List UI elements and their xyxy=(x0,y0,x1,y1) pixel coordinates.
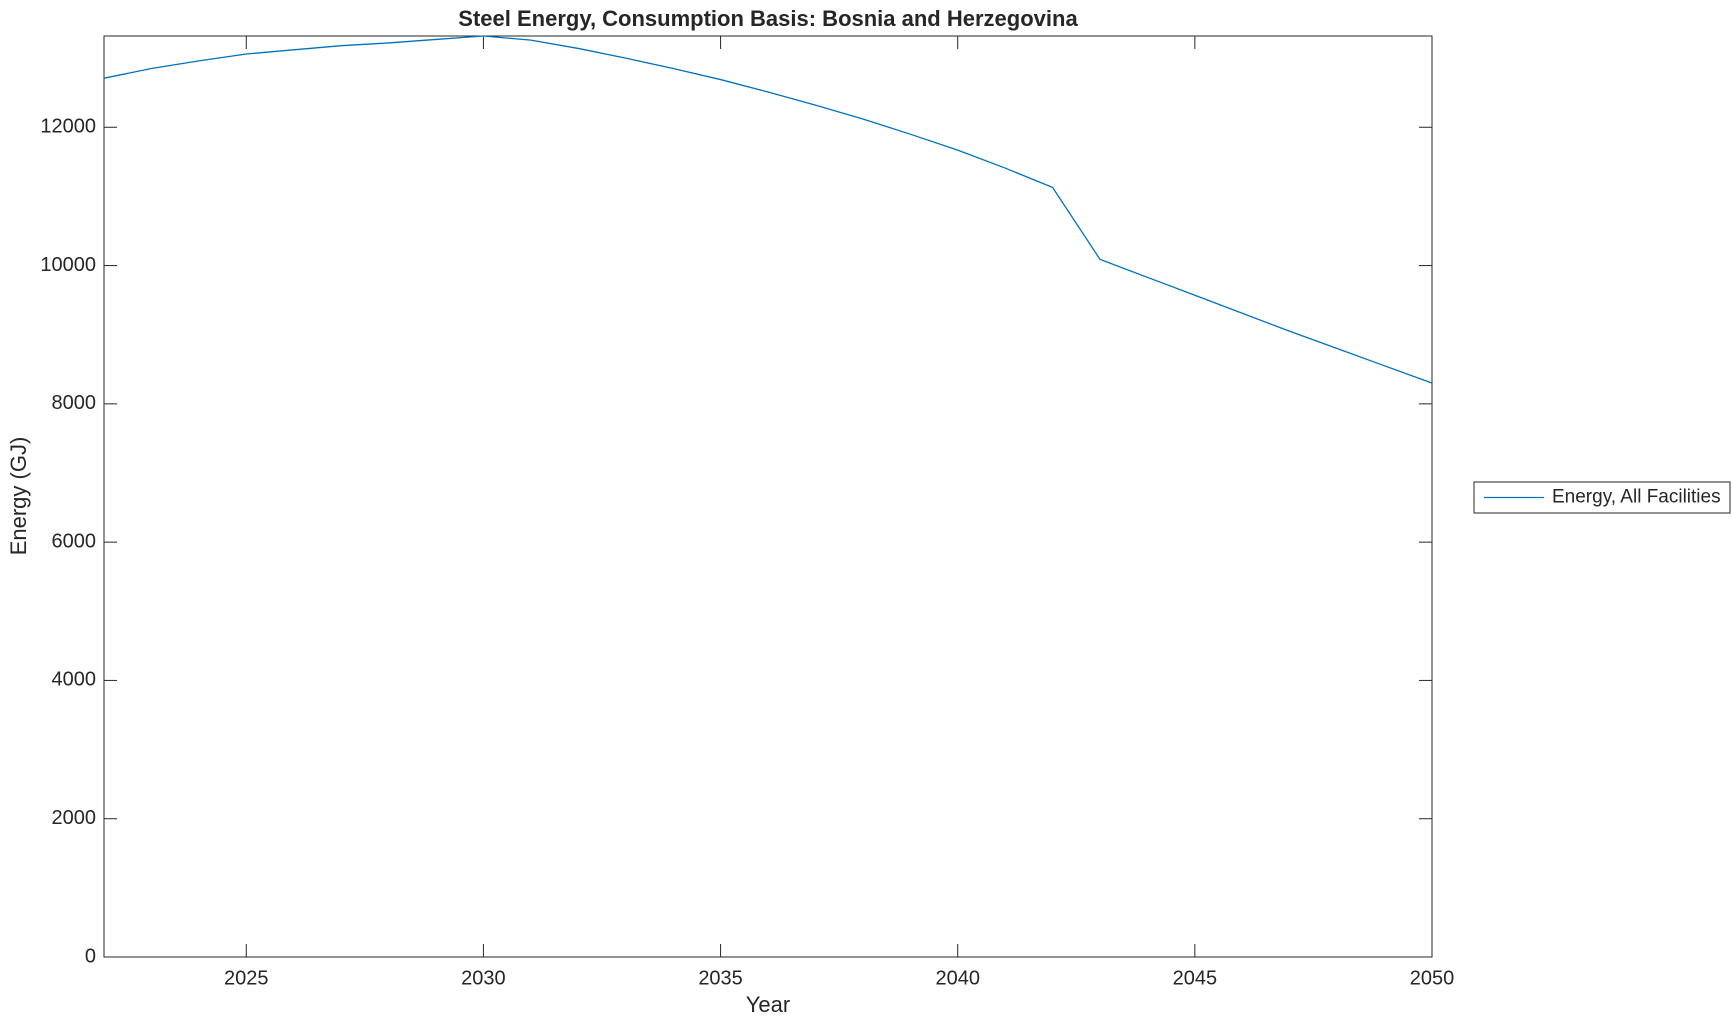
x-tick-label: 2050 xyxy=(1410,967,1455,989)
y-tick-label: 6000 xyxy=(52,530,97,552)
line-series xyxy=(103,35,1433,384)
x-tick-label: 2030 xyxy=(461,967,506,989)
y-tick-label: 8000 xyxy=(52,392,97,414)
y-tick-label: 0 xyxy=(85,945,96,967)
legend-label: Energy, All Facilities xyxy=(1552,487,1721,508)
chart-title: Steel Energy, Consumption Basis: Bosnia … xyxy=(458,6,1078,31)
x-tick-label: 2045 xyxy=(1173,967,1218,989)
x-tick-label: 2025 xyxy=(224,967,269,989)
x-tick-label: 2040 xyxy=(935,967,980,989)
y-tick-label: 2000 xyxy=(52,807,97,829)
plot-frame xyxy=(103,35,1433,958)
x-tick-label: 2035 xyxy=(698,967,743,989)
y-tick-label: 4000 xyxy=(52,669,97,691)
y-tick-label: 12000 xyxy=(40,116,96,138)
y-tick-label: 10000 xyxy=(40,254,96,276)
y-axis-label: Energy (GJ) xyxy=(6,437,31,556)
x-axis-label: Year xyxy=(746,992,790,1017)
